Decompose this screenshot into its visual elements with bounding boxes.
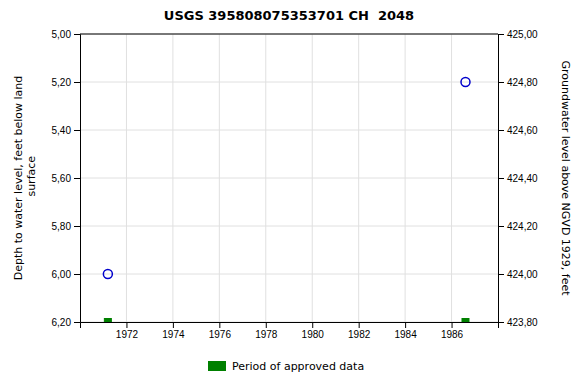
tick: 5,80: [52, 221, 80, 232]
tick: 6,00: [52, 269, 80, 280]
tick-label: 1986: [441, 329, 464, 340]
x-axis: 1972 1974 1976 1978 1980 1982 1984 1986: [81, 322, 499, 340]
legend: Period of approved data: [208, 360, 364, 373]
tick-mark: [74, 82, 80, 83]
tick-label: 1976: [209, 329, 232, 340]
tick-label: 5,20: [52, 77, 72, 88]
plot: 1972 1974 1976 1978 1980 1982 1984 1986 5,00 5,20…: [52, 29, 538, 340]
tick-label: 5,40: [52, 125, 72, 136]
tick-label: 6,00: [52, 269, 72, 280]
title: USGS 395808075353701 CH 2048: [164, 8, 414, 23]
tick-mark: [498, 274, 504, 275]
tick-mark: [173, 322, 174, 328]
y-axis-label: Depth to water level, feet below land su…: [12, 76, 38, 281]
tick-mark: [498, 34, 504, 35]
tick-label: 424,80: [507, 77, 538, 88]
tick-mark: [498, 226, 504, 227]
tick: 5,00: [52, 29, 80, 40]
tick-mark: [405, 322, 406, 328]
tick-label: 5,00: [52, 29, 72, 40]
tick: 1976: [209, 322, 232, 340]
tick: 5,40: [52, 125, 80, 136]
tick-mark: [359, 322, 360, 328]
tick-label: 424,40: [507, 173, 538, 184]
tick-mark: [74, 322, 80, 323]
tick-mark: [126, 322, 127, 328]
tick-label: 424,60: [507, 125, 538, 136]
y-axis-label-line: surface: [25, 156, 38, 200]
tick: 424,60: [498, 125, 538, 136]
tick-mark: [266, 322, 267, 328]
y2-axis-label: Groundwater level above NGVD 1929, feet: [559, 60, 572, 296]
grid-line-y: [80, 274, 498, 275]
tick-label: 5,80: [52, 221, 72, 232]
tick-label: 1978: [255, 329, 278, 340]
tick: 5,60: [52, 173, 80, 184]
tick-mark: [74, 274, 80, 275]
tick: 424,80: [498, 77, 538, 88]
tick-label: 1980: [302, 329, 325, 340]
series: [104, 319, 469, 323]
tick-mark: [498, 82, 504, 83]
tick-label: 1982: [348, 329, 371, 340]
legend-label: Period of approved data: [232, 360, 364, 373]
tick-label: 1972: [116, 329, 139, 340]
tick-mark: [74, 34, 80, 35]
series: [103, 78, 470, 279]
tick-label: 6,20: [52, 317, 72, 328]
tick: 423,80: [498, 317, 538, 328]
tick: 6,20: [52, 317, 80, 328]
tick: 424,20: [498, 221, 538, 232]
point: [103, 270, 112, 279]
tick: 1978: [255, 322, 278, 340]
legend-swatch: [208, 361, 226, 371]
tick-mark: [498, 178, 504, 179]
tick: 1984: [394, 322, 417, 340]
y2-axis: 423,80 424,00 424,20 424,40 424,60 424,80 425,…: [498, 29, 538, 328]
frame: [80, 34, 498, 35]
tick-mark: [74, 178, 80, 179]
tick-label: 1984: [394, 329, 417, 340]
axis-domain: [81, 323, 499, 329]
tick-label: 1974: [162, 329, 185, 340]
grid: [80, 34, 498, 322]
tick-label: 5,60: [52, 173, 72, 184]
grid-line-y: [80, 34, 498, 35]
axis-domain: [499, 35, 505, 323]
tick: 1974: [162, 322, 185, 340]
tick: 5,20: [52, 77, 80, 88]
grid-line-y: [80, 130, 498, 131]
tick-label: 423,80: [507, 317, 538, 328]
tick-mark: [452, 322, 453, 328]
point: [461, 78, 470, 87]
tick: 1982: [348, 322, 371, 340]
marks: [103, 78, 470, 323]
point: [462, 319, 469, 323]
tick-label: 424,00: [507, 269, 538, 280]
tick-label: 425,00: [507, 29, 538, 40]
tick: 425,00: [498, 29, 538, 40]
tick-mark: [74, 130, 80, 131]
grid-line-y: [80, 178, 498, 179]
tick-mark: [219, 322, 220, 328]
tick-mark: [74, 226, 80, 227]
y-axis-label-line: Depth to water level, feet below land: [12, 76, 25, 281]
tick-mark: [498, 130, 504, 131]
tick: 1986: [441, 322, 464, 340]
tick-mark: [312, 322, 313, 328]
grid-line-y: [80, 82, 498, 83]
tick: 424,40: [498, 173, 538, 184]
y-axis: 5,00 5,20 5,40 5,60 5,80 6,00 6,20: [52, 29, 81, 328]
axis-domain: [74, 35, 81, 323]
tick: 1972: [116, 322, 139, 340]
point: [104, 319, 111, 323]
tick-label: 424,20: [507, 221, 538, 232]
grid-line-y: [80, 226, 498, 227]
chart: 1972 1974 1976 1978 1980 1982 1984 1986 5,00 5,20…: [0, 0, 576, 384]
tick: 1980: [302, 322, 325, 340]
tick-mark: [498, 322, 504, 323]
tick: 424,00: [498, 269, 538, 280]
